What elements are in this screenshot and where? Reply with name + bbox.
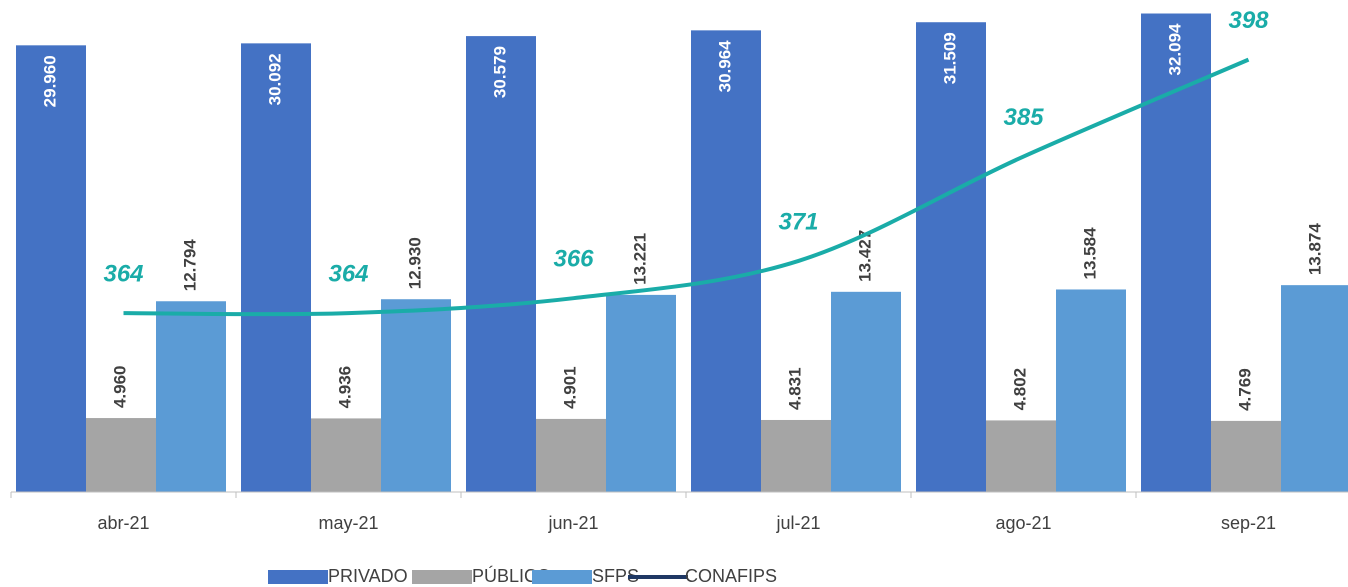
data-label: 4.901 xyxy=(560,366,579,409)
x-tick-label: abr-21 xyxy=(97,513,149,533)
data-label: 32.094 xyxy=(1165,23,1184,76)
line-label: 371 xyxy=(778,208,818,235)
bar xyxy=(86,418,156,492)
bar xyxy=(1281,285,1348,492)
bar xyxy=(311,418,381,492)
data-label: 30.579 xyxy=(490,46,509,98)
line xyxy=(123,57,1250,317)
data-label: 13.427 xyxy=(855,230,874,282)
data-label: 30.092 xyxy=(265,53,284,105)
bar xyxy=(916,22,986,492)
bar xyxy=(156,301,226,492)
bar xyxy=(606,294,676,492)
data-label: 29.960 xyxy=(40,55,59,107)
legend-label: CONAFIPS xyxy=(685,566,777,586)
data-label: 13.584 xyxy=(1080,227,1099,280)
line-label: 398 xyxy=(1228,7,1269,34)
line-label: 364 xyxy=(328,260,368,287)
data-label: 4.936 xyxy=(335,366,354,409)
data-label: 12.930 xyxy=(405,237,424,289)
legend-label: PRIVADO xyxy=(328,566,408,586)
bar xyxy=(691,30,761,492)
bar xyxy=(831,291,901,492)
bar xyxy=(381,299,451,492)
line-label: 364 xyxy=(103,260,143,287)
data-label: 30.964 xyxy=(715,40,734,93)
data-label: 13.221 xyxy=(630,233,649,285)
x-tick-label: jun-21 xyxy=(547,513,598,533)
bar xyxy=(466,36,536,492)
data-label: 4.831 xyxy=(785,367,804,410)
x-tick-label: jul-21 xyxy=(775,513,820,533)
legend-swatch xyxy=(268,570,328,584)
legend-swatch xyxy=(532,570,592,584)
data-label: 31.509 xyxy=(940,32,959,84)
data-label: 12.794 xyxy=(180,239,199,292)
legend-label: PÚBLICO xyxy=(472,565,551,586)
data-label: 4.802 xyxy=(1010,368,1029,411)
line-label: 366 xyxy=(553,246,594,273)
x-tick-label: sep-21 xyxy=(1221,513,1276,533)
data-label: 13.874 xyxy=(1305,223,1324,276)
data-label: 4.769 xyxy=(1235,368,1254,411)
bar xyxy=(536,418,606,492)
bar xyxy=(1211,420,1281,492)
bar xyxy=(241,43,311,492)
bar xyxy=(1056,289,1126,492)
data-label: 4.960 xyxy=(110,366,129,409)
bar xyxy=(986,420,1056,492)
line-label: 385 xyxy=(1003,104,1044,131)
x-tick-label: may-21 xyxy=(318,513,378,533)
bar xyxy=(1141,13,1211,493)
bar xyxy=(761,419,831,492)
x-tick-label: ago-21 xyxy=(995,513,1051,533)
legend-label: SFPS xyxy=(592,566,639,586)
legend-swatch xyxy=(412,570,472,584)
bar xyxy=(16,45,86,492)
